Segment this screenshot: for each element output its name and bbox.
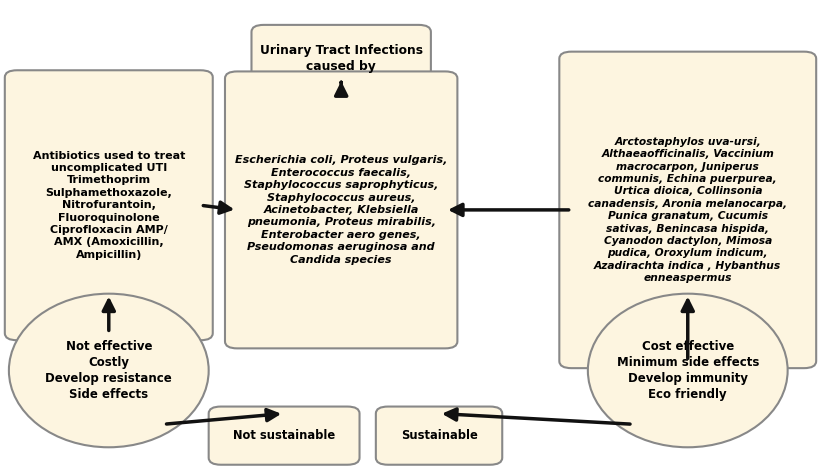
- Text: Not sustainable: Not sustainable: [233, 429, 335, 442]
- Ellipse shape: [9, 294, 209, 447]
- FancyBboxPatch shape: [376, 406, 502, 465]
- FancyBboxPatch shape: [225, 72, 457, 349]
- Ellipse shape: [588, 294, 787, 447]
- FancyBboxPatch shape: [5, 70, 213, 340]
- FancyBboxPatch shape: [209, 406, 360, 465]
- FancyBboxPatch shape: [559, 52, 816, 368]
- Text: Arctostaphylos uva-ursi,
Althaeaofficinalis, Vaccinium
macrocarpon, Juniperus
co: Arctostaphylos uva-ursi, Althaeaofficina…: [589, 137, 787, 283]
- FancyBboxPatch shape: [251, 25, 431, 92]
- Text: Sustainable: Sustainable: [401, 429, 478, 442]
- Text: Antibiotics used to treat
uncomplicated UTI
Trimethoprim
Sulphamethoxazole,
Nitr: Antibiotics used to treat uncomplicated …: [33, 151, 185, 260]
- Text: Urinary Tract Infections
caused by: Urinary Tract Infections caused by: [259, 44, 423, 73]
- Text: Escherichia coli, Proteus vulgaris,
Enterococcus faecalis,
Staphylococcus saprop: Escherichia coli, Proteus vulgaris, Ente…: [235, 155, 447, 265]
- Text: Cost effective
Minimum side effects
Develop immunity
Eco friendly: Cost effective Minimum side effects Deve…: [617, 340, 759, 401]
- Text: Not effective
Costly
Develop resistance
Side effects: Not effective Costly Develop resistance …: [45, 340, 172, 401]
